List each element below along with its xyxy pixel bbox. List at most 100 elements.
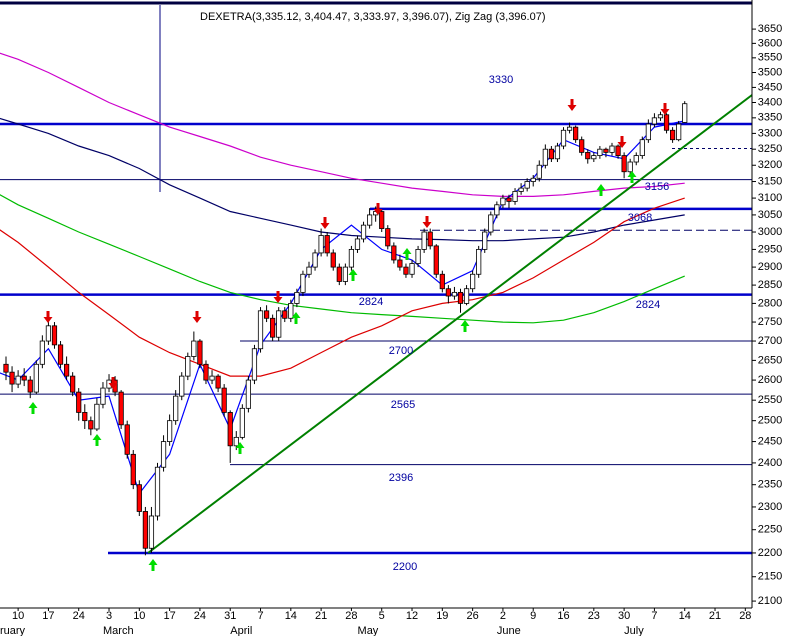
candle-body bbox=[294, 291, 300, 304]
chart-header: DEXETRA(3,335.12, 3,404.47, 3,333.97, 3,… bbox=[200, 11, 546, 23]
y-tick-label: 2900 bbox=[758, 261, 782, 273]
y-tick-label: 3300 bbox=[758, 127, 782, 139]
sell-arrow bbox=[422, 216, 432, 228]
month-label: July bbox=[624, 625, 644, 636]
candle-body bbox=[488, 214, 494, 233]
x-tick-label: 5 bbox=[379, 610, 385, 622]
candle-body bbox=[663, 114, 670, 131]
month-label: March bbox=[103, 625, 134, 636]
candle-body bbox=[318, 235, 324, 254]
candle-body bbox=[173, 395, 179, 422]
candle-body bbox=[191, 340, 197, 357]
candle-body bbox=[597, 148, 603, 156]
y-tick-label: 3550 bbox=[758, 52, 782, 64]
y-tick-label: 2200 bbox=[758, 547, 782, 559]
candle-body bbox=[506, 197, 512, 202]
buy-arrow bbox=[596, 184, 606, 196]
buy-arrow bbox=[627, 171, 637, 183]
candle-body bbox=[470, 273, 476, 290]
x-tick-label: 26 bbox=[466, 610, 478, 622]
x-tick-label: 9 bbox=[530, 610, 536, 622]
y-tick-label: 3450 bbox=[758, 81, 782, 93]
candle-body bbox=[203, 363, 209, 381]
candle-body bbox=[403, 266, 409, 275]
candle-body bbox=[397, 259, 403, 268]
candle-body bbox=[9, 371, 15, 385]
sell-arrow bbox=[660, 103, 670, 115]
candle-body bbox=[76, 391, 82, 413]
candle-body bbox=[221, 387, 227, 413]
y-tick-label: 3000 bbox=[758, 226, 782, 238]
candle-body bbox=[524, 181, 530, 189]
y-tick-label: 2250 bbox=[758, 524, 782, 536]
candle-body bbox=[548, 148, 555, 160]
candle-body bbox=[39, 340, 45, 365]
candle-body bbox=[639, 139, 645, 156]
candle-body bbox=[45, 325, 52, 342]
candle-body bbox=[409, 263, 415, 275]
candle-body bbox=[512, 191, 518, 202]
candle-body bbox=[257, 310, 264, 350]
candle-body bbox=[342, 266, 348, 282]
moving-average bbox=[0, 194, 685, 324]
candle-body bbox=[657, 114, 664, 119]
candle-body bbox=[154, 466, 161, 517]
candle-body bbox=[209, 375, 215, 381]
sell-arrow bbox=[617, 136, 627, 148]
candle-body bbox=[476, 249, 482, 275]
candle-body bbox=[415, 249, 421, 264]
month-label: May bbox=[358, 625, 379, 636]
candle-body bbox=[306, 266, 312, 275]
level-label: 2824 bbox=[359, 296, 383, 308]
y-tick-label: 2450 bbox=[758, 435, 782, 447]
level-label: 2565 bbox=[391, 399, 415, 411]
level-label: 2824 bbox=[636, 299, 660, 311]
candle-body bbox=[603, 148, 609, 153]
x-tick-label: 31 bbox=[224, 610, 236, 622]
candle-body bbox=[360, 224, 367, 240]
candle-body bbox=[554, 145, 561, 160]
x-tick-label: 21 bbox=[315, 610, 327, 622]
candle-body bbox=[676, 123, 682, 141]
candle-body bbox=[251, 348, 258, 381]
candle-body bbox=[651, 117, 658, 125]
candle-body bbox=[670, 129, 676, 141]
level-label: 3330 bbox=[489, 74, 513, 86]
candle-body bbox=[348, 249, 355, 268]
x-tick-label: 19 bbox=[436, 610, 448, 622]
candle-body bbox=[233, 436, 239, 447]
candle-body bbox=[645, 123, 651, 141]
candle-body bbox=[179, 375, 185, 397]
candle-body bbox=[33, 363, 39, 393]
y-tick-label: 2850 bbox=[758, 279, 782, 291]
candle-body bbox=[118, 391, 124, 426]
y-tick-label: 2750 bbox=[758, 316, 782, 328]
x-tick-label: 28 bbox=[345, 610, 357, 622]
month-label: June bbox=[497, 625, 521, 636]
y-tick-label: 3250 bbox=[758, 143, 782, 155]
candle-body bbox=[21, 375, 27, 381]
y-tick-label: 3500 bbox=[758, 66, 782, 78]
buy-arrow bbox=[28, 402, 38, 414]
buy-arrow bbox=[92, 434, 102, 446]
moving-average bbox=[0, 197, 685, 377]
level-label: 2700 bbox=[389, 345, 413, 357]
candle-body bbox=[124, 424, 130, 455]
candle-body bbox=[270, 317, 276, 338]
candle-body bbox=[354, 238, 361, 250]
candle-body bbox=[385, 228, 391, 247]
buy-arrow bbox=[235, 442, 245, 454]
candle-body bbox=[451, 291, 458, 297]
month-label: ruary bbox=[0, 625, 26, 636]
y-tick-label: 2400 bbox=[758, 457, 782, 469]
candle-body bbox=[288, 303, 294, 319]
y-tick-label: 3650 bbox=[758, 23, 782, 35]
candle-body bbox=[245, 379, 251, 409]
plot-area bbox=[0, 5, 752, 571]
candle-body bbox=[336, 266, 342, 282]
candle-body bbox=[530, 177, 536, 182]
candle-body bbox=[51, 325, 58, 346]
candle-body bbox=[82, 412, 88, 422]
candle-body bbox=[560, 129, 567, 147]
